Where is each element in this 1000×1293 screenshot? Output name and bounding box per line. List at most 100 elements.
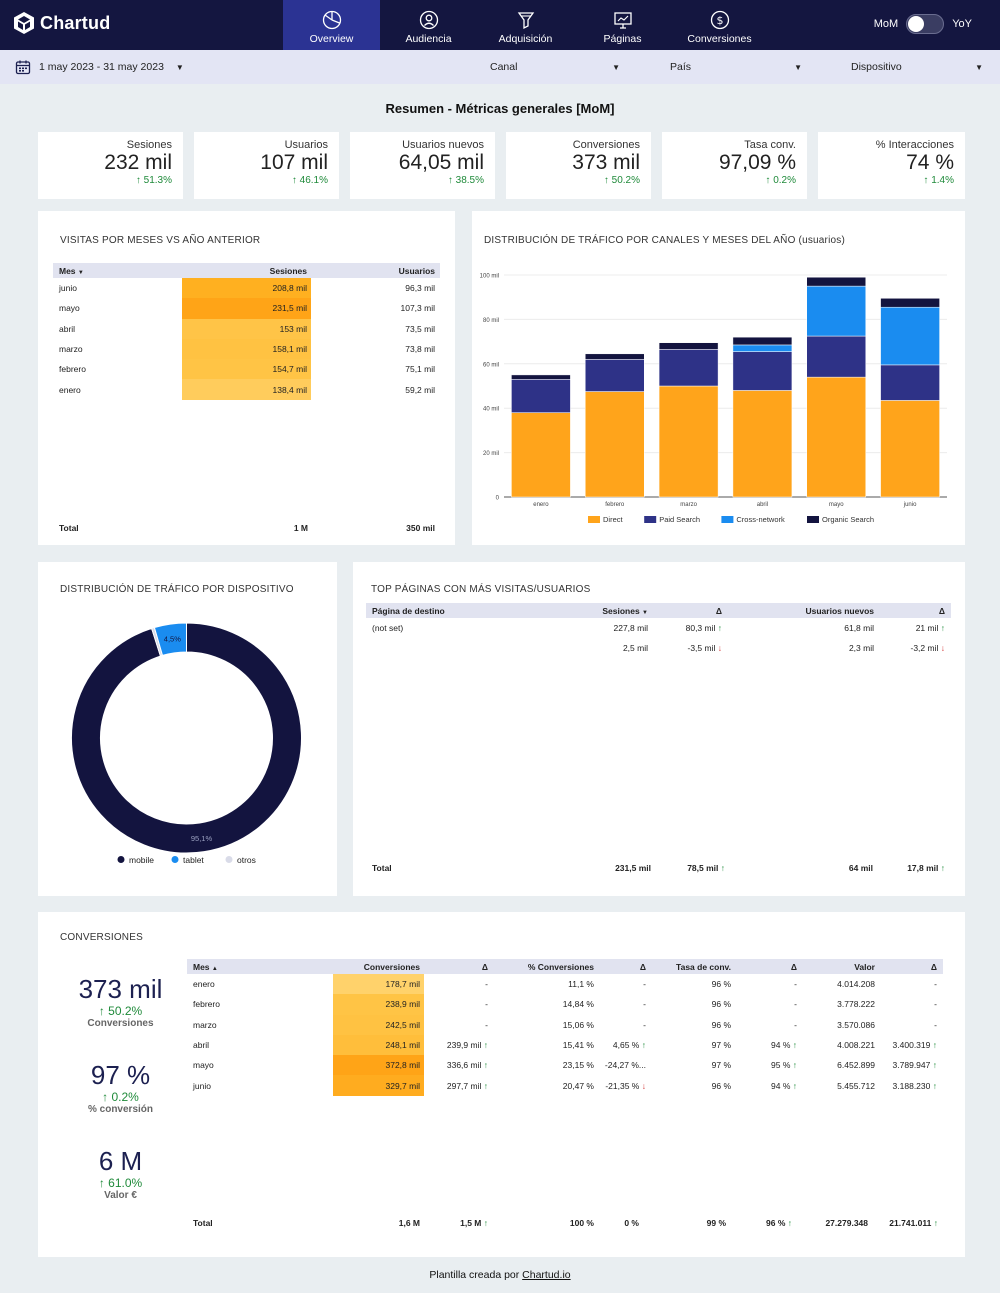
table-row[interactable]: mayo 231,5 mil 107,3 mil xyxy=(53,298,440,319)
col-header-delta-2[interactable]: Δ xyxy=(598,959,650,974)
arrow-up-icon: ↑ xyxy=(787,1218,792,1228)
col-header-sesiones[interactable]: Sesiones xyxy=(182,263,311,278)
kpi-label: Usuarios xyxy=(284,139,328,151)
total-sesiones: 1 M xyxy=(293,523,308,533)
kpi-label: % Interacciones xyxy=(875,139,954,151)
cell-delta-usuarios: -3,2 mil xyxy=(910,643,939,654)
app-logo[interactable]: Chartud xyxy=(12,11,110,35)
x-tick-label: febrero xyxy=(605,502,625,508)
col-header-pct-conversiones[interactable]: % Conversiones xyxy=(492,959,598,974)
cell-mes: enero xyxy=(59,384,81,395)
table-row[interactable]: enero 138,4 mil 59,2 mil xyxy=(53,379,440,400)
legend-swatch xyxy=(807,516,819,523)
col-header-delta-3[interactable]: Δ xyxy=(735,959,801,974)
table-row[interactable]: febrero 238,9 mil - 14,84 % - 96 % - 3.778.222 - xyxy=(187,994,943,1015)
cell-pagina: (not set) xyxy=(372,623,404,634)
chartud-logo-icon xyxy=(14,12,34,34)
col-header-delta-4[interactable]: Δ xyxy=(879,959,943,974)
col-header-delta-sesiones[interactable]: Δ xyxy=(652,603,726,618)
arrow-up-icon: ↑ xyxy=(923,175,932,186)
table-row[interactable]: (not set) 227,8 mil 80,3 mil ↑ 61,8 mil 21 m… xyxy=(366,618,951,638)
total-delta-4: 21.741.011 xyxy=(889,1218,932,1228)
page-title: Resumen - Métricas generales [MoM] xyxy=(385,101,615,116)
cell-delta-1: - xyxy=(485,999,488,1010)
col-header-mes[interactable]: Mes ▼ xyxy=(53,263,182,278)
col-header-valor[interactable]: Valor xyxy=(801,959,879,974)
canal-dropdown[interactable]: Canal ▼ xyxy=(490,50,620,84)
table-row[interactable]: marzo 158,1 mil 73,8 mil xyxy=(53,338,440,360)
x-tick-label: abril xyxy=(757,502,768,508)
table-row[interactable]: 2,5 mil -3,5 mil ↓ 2,3 mil -3,2 mil ↓ xyxy=(366,638,951,658)
sort-asc-icon: ▲ xyxy=(211,965,218,972)
bar-segment xyxy=(806,276,866,287)
legend-dot xyxy=(117,856,125,863)
cell-delta-4: - xyxy=(934,979,937,990)
tab-label: Conversiones xyxy=(687,33,752,45)
cell-usuarios-nuevos: 61,8 mil xyxy=(844,623,874,634)
tab-overview[interactable]: Overview xyxy=(283,0,380,50)
y-tick-label: 60 mil xyxy=(483,362,499,368)
cell-delta-2: 4,65 % xyxy=(612,1040,640,1051)
x-tick-label: marzo xyxy=(680,502,697,508)
dispositivo-dropdown[interactable]: Dispositivo ▼ xyxy=(851,50,983,84)
bar-segment xyxy=(880,364,940,401)
pais-dropdown[interactable]: País ▼ xyxy=(670,50,802,84)
table-row[interactable]: enero 178,7 mil - 11,1 % - 96 % - 4.014.208 - xyxy=(187,974,943,995)
table-row[interactable]: abril 153 mil 73,5 mil xyxy=(53,318,440,339)
footer-link[interactable]: Chartud.io xyxy=(522,1269,571,1281)
tab-conversiones[interactable]: $ Conversiones xyxy=(671,0,768,50)
cell-tasa: 96 % xyxy=(711,1019,731,1030)
total-delta-sesiones: 78,5 mil xyxy=(687,863,719,873)
col-header-pagina[interactable]: Página de destino xyxy=(366,603,526,618)
tab-adquisicion[interactable]: Adquisición xyxy=(477,0,574,50)
total-label: Total xyxy=(59,523,79,533)
bar-segment xyxy=(585,353,645,360)
cell-pct: 14,84 % xyxy=(562,999,594,1010)
comparison-toggle[interactable] xyxy=(906,14,945,34)
cell-delta-sesiones: 80,3 mil xyxy=(685,623,716,634)
kpi-delta: 1.4% xyxy=(931,175,954,186)
cell-valor: 4.014.208 xyxy=(837,979,875,990)
col-header-usuarios-nuevos[interactable]: Usuarios nuevos xyxy=(726,603,878,618)
table-row[interactable]: mayo 372,8 mil 336,6 mil ↑ 23,15 % -24,27 %.… xyxy=(187,1055,943,1076)
col-header-mes[interactable]: Mes ▲ xyxy=(187,959,333,974)
top-paginas-table: Página de destino Sesiones ▼ Δ Usuarios … xyxy=(366,603,951,659)
table-row[interactable]: junio 329,7 mil 297,7 mil ↑ 20,47 % -21,35 %… xyxy=(187,1075,943,1096)
table-row[interactable]: abril 248,1 mil 239,9 mil ↑ 15,41 % 4,65 % ↑… xyxy=(187,1034,943,1056)
col-header-usuarios[interactable]: Usuarios xyxy=(311,263,440,278)
cell-valor: 3.570.086 xyxy=(837,1019,875,1030)
col-header-delta-1[interactable]: Δ xyxy=(424,959,492,974)
kpi-value: 97,09 % xyxy=(718,151,796,174)
cell-valor: 5.455.712 xyxy=(837,1080,875,1091)
cell-delta-1: 297,7 mil xyxy=(446,1080,482,1091)
user-circle-icon xyxy=(419,10,438,30)
tab-audiencia[interactable]: Audiencia xyxy=(380,0,477,50)
bar-segment xyxy=(732,390,793,498)
kpi-value: 74 % xyxy=(906,151,954,174)
col-header-tasa[interactable]: Tasa de conv. xyxy=(650,959,735,974)
kpi-delta: 0.2% xyxy=(773,175,796,186)
col-header-sesiones[interactable]: Sesiones ▼ xyxy=(526,603,652,618)
cell-tasa: 97 % xyxy=(711,1060,731,1071)
arrow-up-icon: ↑ xyxy=(483,1080,488,1091)
date-range-picker[interactable]: 1 may 2023 - 31 may 2023 ▼ xyxy=(15,50,184,84)
table-row[interactable]: marzo 242,5 mil - 15,06 % - 96 % - 3.570.086 - xyxy=(187,1014,943,1035)
cell-tasa: 97 % xyxy=(711,1040,731,1051)
sort-desc-icon: ▼ xyxy=(642,609,648,616)
bar-segment xyxy=(511,379,571,413)
filter-bar: 1 may 2023 - 31 may 2023 ▼ Canal ▼ País … xyxy=(0,50,1000,84)
arrow-up-icon: ↑ xyxy=(940,623,945,634)
table-row[interactable]: febrero 154,7 mil 75,1 mil xyxy=(53,359,440,380)
chart-title: DISTRIBUCIÓN DE TRÁFICO POR DISPOSITIVO xyxy=(60,584,294,595)
table-row[interactable]: junio 208,8 mil 96,3 mil xyxy=(53,278,440,299)
arrow-up-icon: ↑ xyxy=(98,1176,109,1190)
cell-delta-2: - xyxy=(643,979,646,990)
col-header-conversiones[interactable]: Conversiones xyxy=(333,959,424,974)
cell-pct: 20,47 % xyxy=(562,1080,594,1091)
tab-paginas[interactable]: Páginas xyxy=(574,0,671,50)
arrow-up-icon: ↑ xyxy=(792,1060,797,1071)
side-kpi-value: 6 M xyxy=(98,1146,143,1176)
legend-label: Direct xyxy=(603,515,624,524)
slice-label: 4,5% xyxy=(164,635,181,644)
col-header-delta-usuarios[interactable]: Δ xyxy=(878,603,951,618)
